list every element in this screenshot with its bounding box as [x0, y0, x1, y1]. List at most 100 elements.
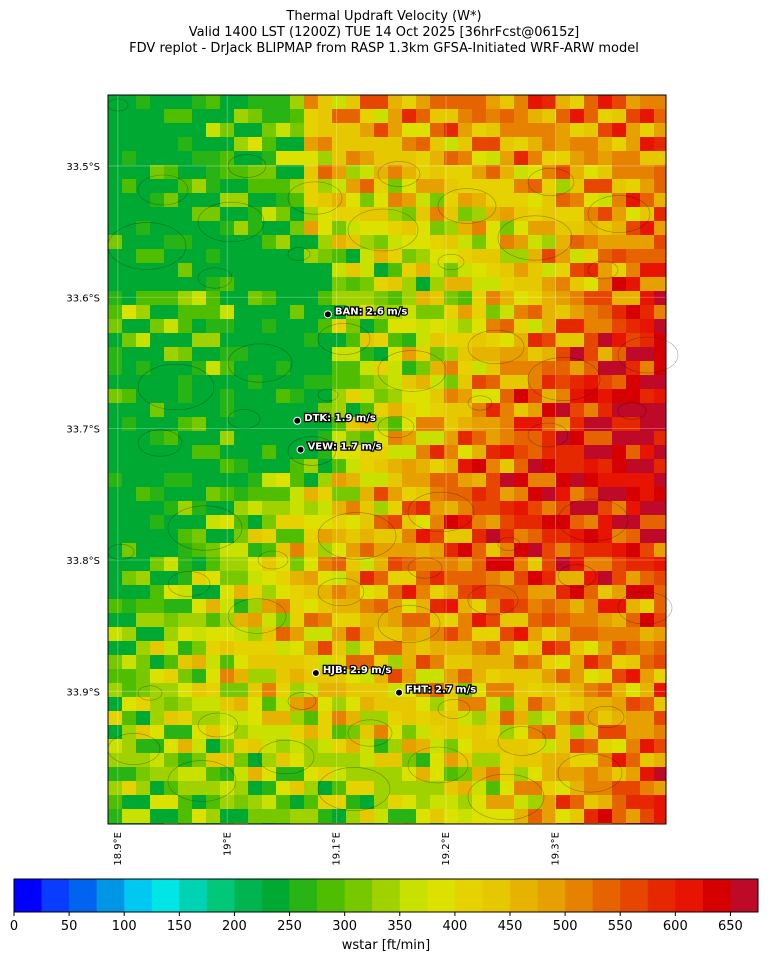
field-cell — [654, 417, 666, 431]
field-cell — [570, 795, 584, 809]
field-cell — [332, 641, 346, 655]
field-cell — [178, 347, 192, 361]
field-cell — [570, 375, 584, 389]
field-cell — [556, 669, 570, 683]
contour — [467, 395, 493, 411]
field-cell — [556, 641, 570, 655]
field-cell — [122, 123, 136, 137]
colorbar-label: wstar [ft/min] — [342, 938, 430, 953]
field-cell — [164, 571, 178, 585]
field-cell — [220, 389, 234, 403]
field-cell — [248, 683, 262, 697]
field-cell — [556, 333, 570, 347]
field-cell — [122, 767, 136, 781]
field-cell — [332, 417, 346, 431]
colorbar-bin — [620, 879, 649, 912]
field-cell — [318, 529, 332, 543]
field-cell — [416, 501, 430, 515]
field-cell — [472, 193, 486, 207]
field-cell — [584, 543, 598, 557]
field-cell — [542, 417, 556, 431]
field-cell — [626, 725, 640, 739]
field-cell — [444, 249, 458, 263]
field-cell — [570, 417, 584, 431]
contour — [587, 705, 625, 729]
field-cell — [276, 417, 290, 431]
field-cell — [556, 151, 570, 165]
field-cell — [430, 389, 444, 403]
field-cell — [108, 445, 122, 459]
field-cell — [234, 109, 248, 123]
field-cell — [528, 683, 542, 697]
field-cell — [458, 557, 472, 571]
field-cell — [458, 95, 472, 109]
field-cell — [388, 207, 402, 221]
field-cell — [640, 473, 654, 487]
field-cell — [304, 487, 318, 501]
field-cell — [514, 543, 528, 557]
field-cell — [388, 697, 402, 711]
field-cell — [220, 641, 234, 655]
field-cell — [430, 473, 444, 487]
field-cell — [402, 809, 416, 823]
field-cell — [458, 753, 472, 767]
field-cell — [332, 137, 346, 151]
field-cell — [374, 403, 388, 417]
field-cell — [164, 515, 178, 529]
field-cell — [640, 165, 654, 179]
field-cell — [430, 795, 444, 809]
field-cell — [150, 291, 164, 305]
field-cell — [262, 361, 276, 375]
field-cell — [458, 641, 472, 655]
field-cell — [514, 347, 528, 361]
field-cell — [542, 193, 556, 207]
field-cell — [262, 333, 276, 347]
field-cell — [612, 753, 626, 767]
field-cell — [626, 627, 640, 641]
field-cell — [388, 249, 402, 263]
field-cell — [584, 683, 598, 697]
field-cell — [528, 739, 542, 753]
field-cell — [206, 669, 220, 683]
field-cell — [248, 557, 262, 571]
field-cell — [626, 291, 640, 305]
contour — [317, 577, 365, 607]
field-cell — [584, 795, 598, 809]
field-cell — [276, 473, 290, 487]
field-cell — [486, 655, 500, 669]
contour — [437, 253, 465, 271]
field-cell — [220, 193, 234, 207]
field-cell — [472, 655, 486, 669]
field-cell — [458, 165, 472, 179]
field-cell — [654, 347, 666, 361]
colorbar-bin — [96, 879, 125, 912]
field-cell — [122, 781, 136, 795]
field-cell — [374, 277, 388, 291]
field-cell — [486, 473, 500, 487]
field-cell — [626, 375, 640, 389]
field-cell — [108, 221, 122, 235]
field-cell — [206, 137, 220, 151]
field-cell — [486, 585, 500, 599]
field-cell — [654, 753, 666, 767]
field-cell — [430, 809, 444, 823]
field-cell — [164, 459, 178, 473]
field-cell — [374, 263, 388, 277]
colorbar-bin — [41, 879, 70, 912]
field-cell — [360, 795, 374, 809]
field-cell — [248, 809, 262, 823]
field-cell — [514, 641, 528, 655]
field-cell — [332, 669, 346, 683]
field-cell — [584, 431, 598, 445]
field-cell — [444, 613, 458, 627]
field-cell — [584, 711, 598, 725]
field-cell — [654, 529, 666, 543]
field-cell — [472, 95, 486, 109]
field-cell — [430, 123, 444, 137]
field-cell — [416, 627, 430, 641]
field-cell — [346, 697, 360, 711]
field-cell — [654, 291, 666, 305]
field-cell — [346, 123, 360, 137]
field-cell — [486, 123, 500, 137]
